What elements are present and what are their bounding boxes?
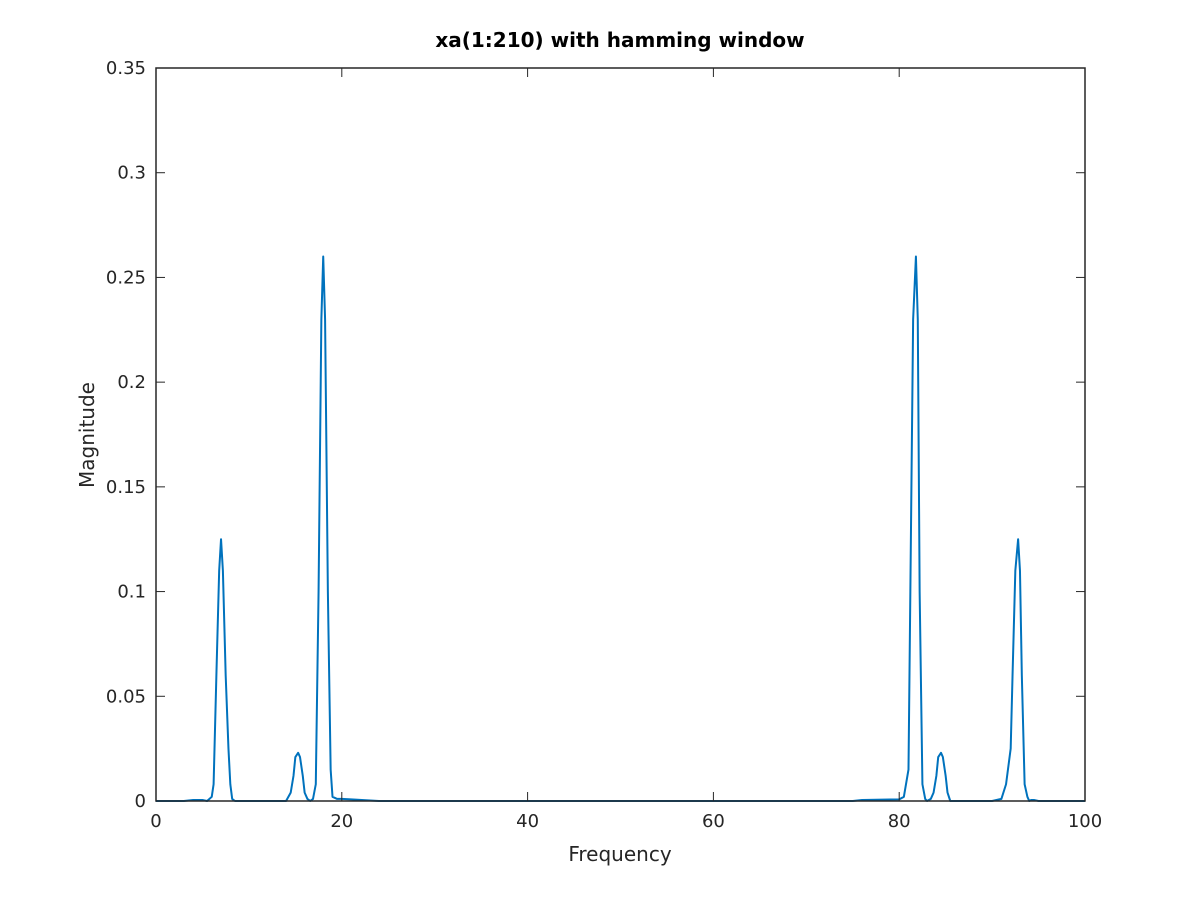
y-tick-label: 0.35 bbox=[106, 58, 146, 79]
y-tick-label: 0 bbox=[135, 791, 146, 812]
x-tick-label: 20 bbox=[330, 811, 353, 832]
x-tick-label: 80 bbox=[888, 811, 911, 832]
x-tick-label: 40 bbox=[516, 811, 539, 832]
y-tick-label: 0.05 bbox=[106, 686, 146, 707]
y-tick-label: 0.15 bbox=[106, 477, 146, 498]
chart-title: xa(1:210) with hamming window bbox=[435, 28, 804, 52]
x-axis-title: Frequency bbox=[568, 842, 671, 866]
x-tick-label: 100 bbox=[1068, 811, 1102, 832]
y-tick-label: 0.3 bbox=[117, 163, 146, 184]
y-tick-label: 0.2 bbox=[117, 372, 146, 393]
y-tick-label: 0.1 bbox=[117, 582, 146, 603]
axes-frame bbox=[155, 67, 1086, 802]
plot-background bbox=[156, 68, 1085, 801]
y-tick-label: 0.25 bbox=[106, 267, 146, 288]
x-tick-label: 0 bbox=[150, 811, 161, 832]
ticks-layer: 0 20 40 60 80 100 0 0.05 0.1 0.15 0.2 0.25 0.3 0.35 bbox=[106, 58, 1102, 832]
plot-area bbox=[156, 68, 1085, 801]
y-axis-title: Magnitude bbox=[75, 382, 99, 488]
axis-box bbox=[155, 67, 1086, 802]
x-tick-label: 60 bbox=[702, 811, 725, 832]
